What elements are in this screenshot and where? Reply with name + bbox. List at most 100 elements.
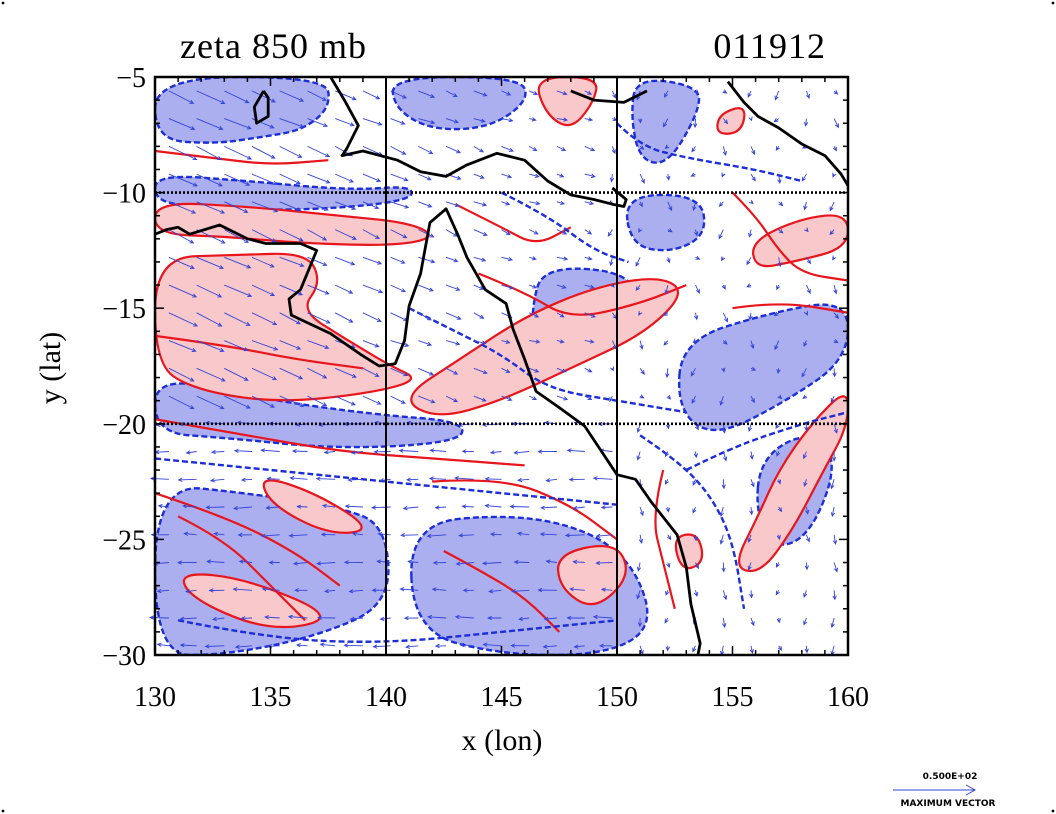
corner-mark	[1051, 1, 1055, 5]
wind-vector	[776, 284, 781, 291]
positive-contour	[432, 479, 618, 541]
coastline-segment	[252, 90, 270, 125]
wind-vector	[595, 533, 613, 539]
wind-vector	[232, 587, 253, 592]
wind-vector	[445, 256, 459, 263]
wind-vector	[721, 479, 726, 490]
x-tick-label: 150	[596, 682, 638, 713]
wind-vector	[289, 475, 308, 481]
wind-vector	[390, 201, 410, 209]
wind-vector	[806, 257, 812, 265]
wind-vector	[307, 284, 330, 295]
wind-vector	[321, 503, 336, 509]
wind-vector	[804, 423, 809, 432]
wind-vector	[390, 395, 406, 404]
wind-vector	[662, 311, 669, 316]
wind-vector	[307, 201, 329, 211]
wind-vector	[279, 229, 304, 242]
wind-vector	[362, 90, 381, 100]
wind-vector	[516, 531, 530, 536]
wind-vector	[802, 394, 808, 399]
wind-vector	[721, 172, 726, 178]
wind-vector	[454, 614, 474, 620]
wind-vector	[473, 284, 485, 290]
wind-vector	[584, 395, 593, 400]
wind-vector	[279, 173, 301, 185]
wind-vector	[156, 642, 169, 647]
wind-vector	[584, 117, 594, 122]
wind-vector	[196, 201, 226, 214]
wind-vector	[599, 643, 613, 648]
wind-vector	[556, 229, 568, 235]
wind-vector	[695, 284, 700, 294]
wind-vector	[832, 146, 837, 152]
wind-vector	[208, 588, 225, 593]
vector-legend: 0.500E+02 MAXIMUM VECTOR	[893, 772, 996, 809]
wind-vector	[279, 256, 305, 267]
wind-vector	[529, 395, 538, 400]
negative-vorticity-region	[625, 193, 706, 252]
wind-vector	[666, 174, 671, 181]
wind-vector	[251, 146, 276, 159]
wind-vector	[183, 531, 197, 536]
wind-vector	[777, 645, 783, 651]
wind-vector	[428, 476, 447, 481]
wind-vector	[721, 562, 726, 573]
wind-vector	[376, 559, 391, 564]
wind-vector	[803, 201, 808, 211]
wind-vector	[529, 339, 541, 344]
wind-vector	[600, 587, 613, 592]
wind-vector	[568, 477, 585, 482]
wind-vector	[399, 587, 419, 592]
positive-contour	[654, 469, 676, 610]
wind-vector	[390, 90, 408, 99]
wind-vector	[168, 145, 198, 161]
wind-vector	[773, 117, 779, 123]
wind-vector	[833, 90, 839, 95]
wind-vector	[637, 617, 643, 628]
wind-vector	[264, 615, 280, 620]
wind-vector	[556, 367, 567, 373]
wind-vector	[473, 367, 488, 375]
wind-vector	[665, 451, 669, 458]
wind-vector	[445, 284, 461, 291]
wind-vector	[529, 367, 540, 373]
wind-vector	[335, 173, 355, 183]
wind-vector	[445, 367, 459, 375]
wind-vector	[664, 479, 669, 485]
wind-vector	[251, 284, 276, 296]
wind-vector	[592, 476, 613, 481]
wind-vector	[371, 588, 391, 593]
wind-vector	[721, 284, 726, 290]
wind-vector	[240, 616, 253, 621]
wind-vector	[390, 256, 406, 264]
wind-vector	[445, 90, 458, 97]
wind-vector	[511, 589, 530, 594]
wind-vector	[611, 90, 617, 99]
wind-vector	[638, 201, 643, 208]
wind-vector	[750, 617, 755, 627]
wind-vector	[545, 559, 557, 564]
wind-vector	[722, 340, 728, 345]
wind-vector	[335, 367, 357, 378]
wind-vector	[390, 229, 408, 239]
wind-vector	[540, 505, 557, 510]
wind-vector	[529, 117, 537, 122]
wind-vector	[664, 617, 669, 624]
wind-vector	[434, 643, 447, 649]
wind-vector	[721, 256, 726, 262]
wind-vector	[509, 504, 530, 509]
wind-vector	[600, 505, 613, 510]
wind-vector	[168, 340, 197, 352]
wind-vector	[777, 394, 783, 400]
wind-vector	[609, 257, 614, 267]
wind-vector	[473, 146, 484, 153]
wind-vector	[777, 506, 783, 513]
wind-vector	[473, 90, 488, 97]
wind-vector	[545, 478, 557, 483]
wind-vector	[572, 505, 585, 511]
wind-vector	[501, 229, 511, 236]
wind-vector	[584, 90, 593, 95]
wind-vector	[778, 201, 784, 207]
wind-vector	[473, 340, 487, 345]
